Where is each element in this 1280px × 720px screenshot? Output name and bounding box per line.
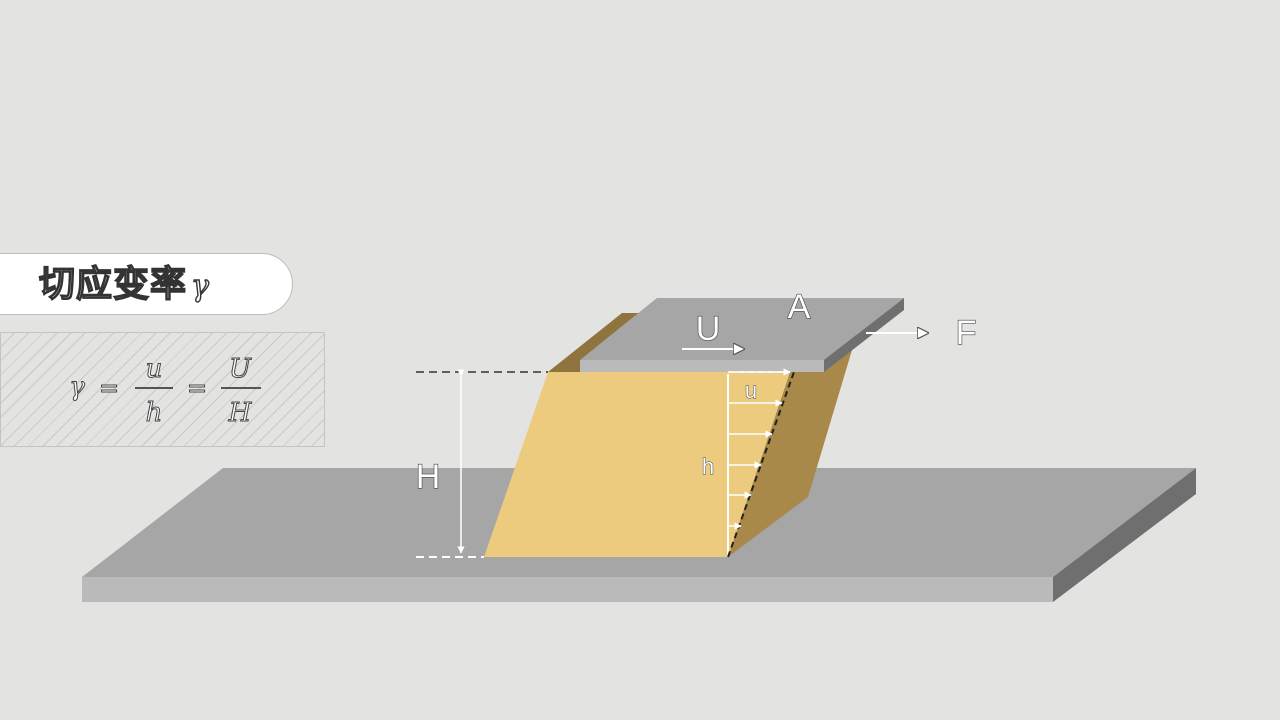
formula-equals-2: = <box>186 374 208 403</box>
height-label: H <box>416 458 441 496</box>
top-plate-side <box>824 298 904 372</box>
title-symbol: γ <box>190 268 210 304</box>
base-plate-side <box>1053 468 1196 602</box>
height-dimension <box>416 369 548 558</box>
local-velocity-label: u <box>745 378 757 403</box>
plate-velocity-label: U <box>696 310 721 348</box>
title-pill: 切应变率 γ <box>0 253 293 315</box>
velocity-profile <box>727 368 795 558</box>
fraction-2-denominator: H <box>228 398 252 428</box>
title-text: 切应变率 <box>38 264 188 305</box>
force-label: F <box>956 314 977 352</box>
fraction-2-bar <box>221 387 261 389</box>
formula-equals-1: = <box>98 374 120 403</box>
plate-area-label: A <box>788 288 811 326</box>
formula-box: γ = u h = U H <box>0 332 325 447</box>
fraction-1-numerator: u <box>145 354 163 384</box>
fraction-1-bar <box>135 387 173 389</box>
fraction-2-numerator: U <box>229 354 252 384</box>
fraction-1-denominator: h <box>145 398 163 428</box>
top-plate-front <box>580 360 824 372</box>
fluid-top-back <box>548 313 640 372</box>
title-heading: 切应变率 γ <box>38 264 210 307</box>
fluid-block <box>484 313 858 557</box>
top-plate-top <box>580 298 904 360</box>
formula-lhs: γ <box>69 372 86 402</box>
fluid-front-face <box>484 372 790 557</box>
top-plate <box>580 298 904 372</box>
local-height-label: h <box>702 454 714 479</box>
fluid-side-face <box>728 330 858 557</box>
base-plate-front <box>82 577 1053 602</box>
